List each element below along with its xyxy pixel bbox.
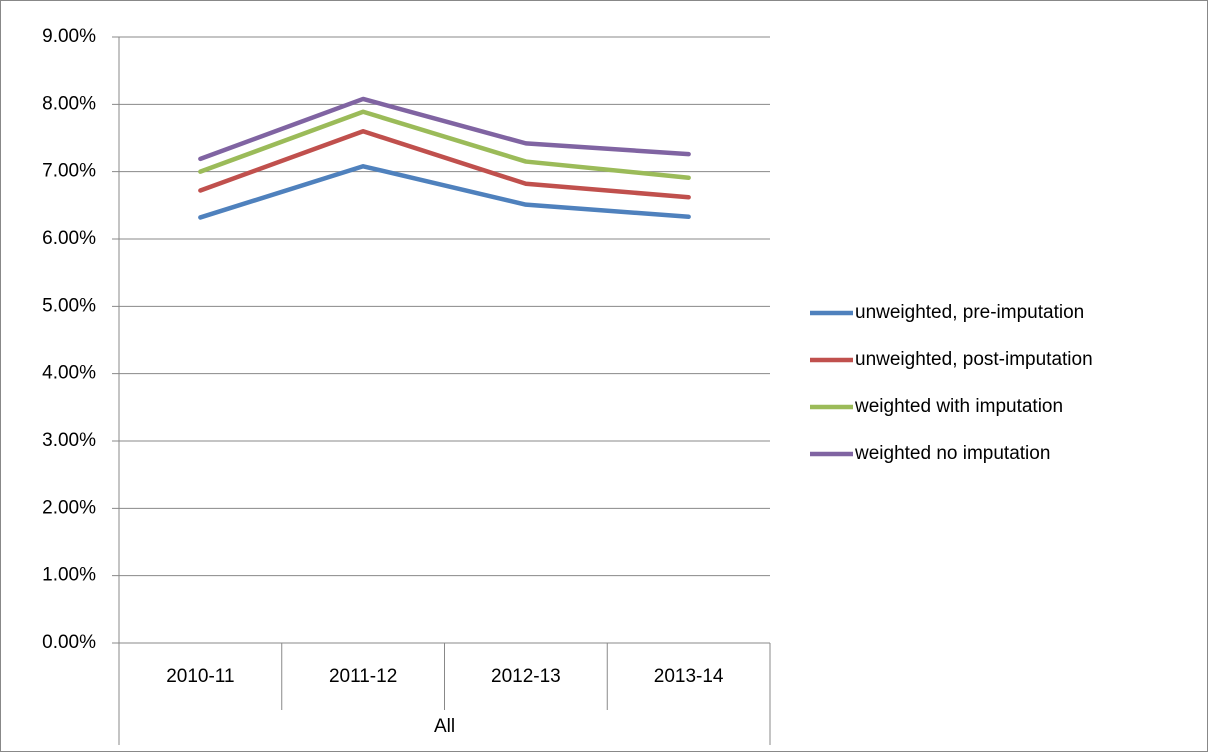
y-tick-label: 9.00%	[42, 26, 96, 47]
x-tick-label: 2013-14	[654, 666, 724, 687]
legend-label: unweighted, post-imputation	[855, 349, 1093, 370]
x-tick-label: 2010-11	[166, 666, 234, 687]
y-tick-label: 5.00%	[42, 295, 96, 316]
y-tick-label: 4.00%	[42, 363, 96, 384]
legend-label: weighted no imputation	[854, 443, 1050, 464]
y-tick-label: 8.00%	[42, 93, 96, 114]
x-group-label: All	[434, 716, 455, 737]
line-series	[198, 96, 691, 162]
line-series	[198, 164, 691, 220]
y-tick-label: 1.00%	[42, 565, 96, 586]
legend-label: unweighted, pre-imputation	[855, 302, 1084, 323]
legend-label: weighted with imputation	[854, 396, 1063, 417]
x-tick-label: 2011-12	[329, 666, 397, 687]
y-tick-label: 7.00%	[42, 161, 96, 182]
y-tick-label: 2.00%	[42, 497, 96, 518]
y-tick-label: 6.00%	[42, 228, 96, 249]
y-tick-label: 3.00%	[42, 430, 96, 451]
y-tick-label: 0.00%	[42, 632, 96, 653]
line-series	[198, 109, 691, 180]
line-series	[198, 129, 691, 200]
x-tick-label: 2012-13	[491, 666, 561, 687]
